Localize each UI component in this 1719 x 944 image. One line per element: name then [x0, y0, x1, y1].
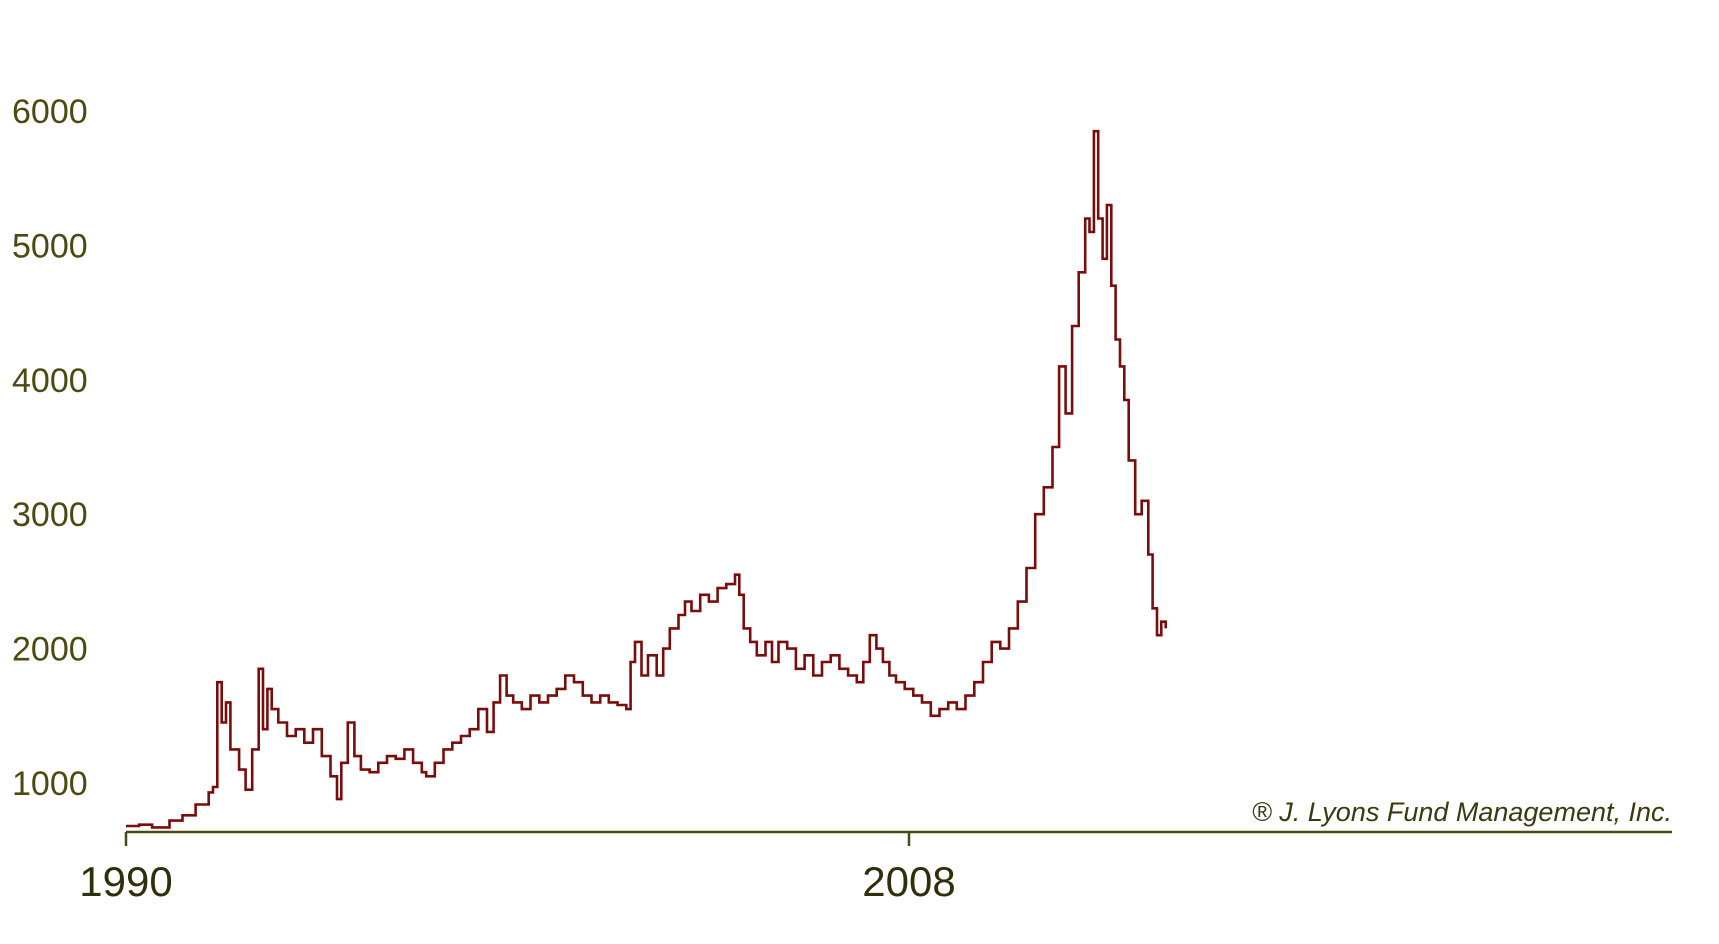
y-tick-label-5000: 5000: [12, 227, 88, 265]
y-tick-label-4000: 4000: [12, 362, 88, 400]
x-tick-marks: 1990 2008: [79, 832, 956, 905]
y-tick-label-2000: 2000: [12, 631, 88, 669]
x-tick-label-1990: 1990: [79, 858, 172, 905]
y-tick-label-6000: 6000: [12, 93, 88, 131]
y-tick-label-1000: 1000: [12, 765, 88, 803]
series-line-0: [126, 129, 1167, 829]
y-tick-label-3000: 3000: [12, 496, 88, 534]
y-tick-labels: 1000 2000 3000 4000 5000 6000: [12, 93, 88, 803]
copyright-annotation: ® J. Lyons Fund Management, Inc.: [1252, 797, 1672, 827]
x-tick-label-2008: 2008: [862, 858, 955, 905]
series-lines: [126, 129, 1167, 829]
